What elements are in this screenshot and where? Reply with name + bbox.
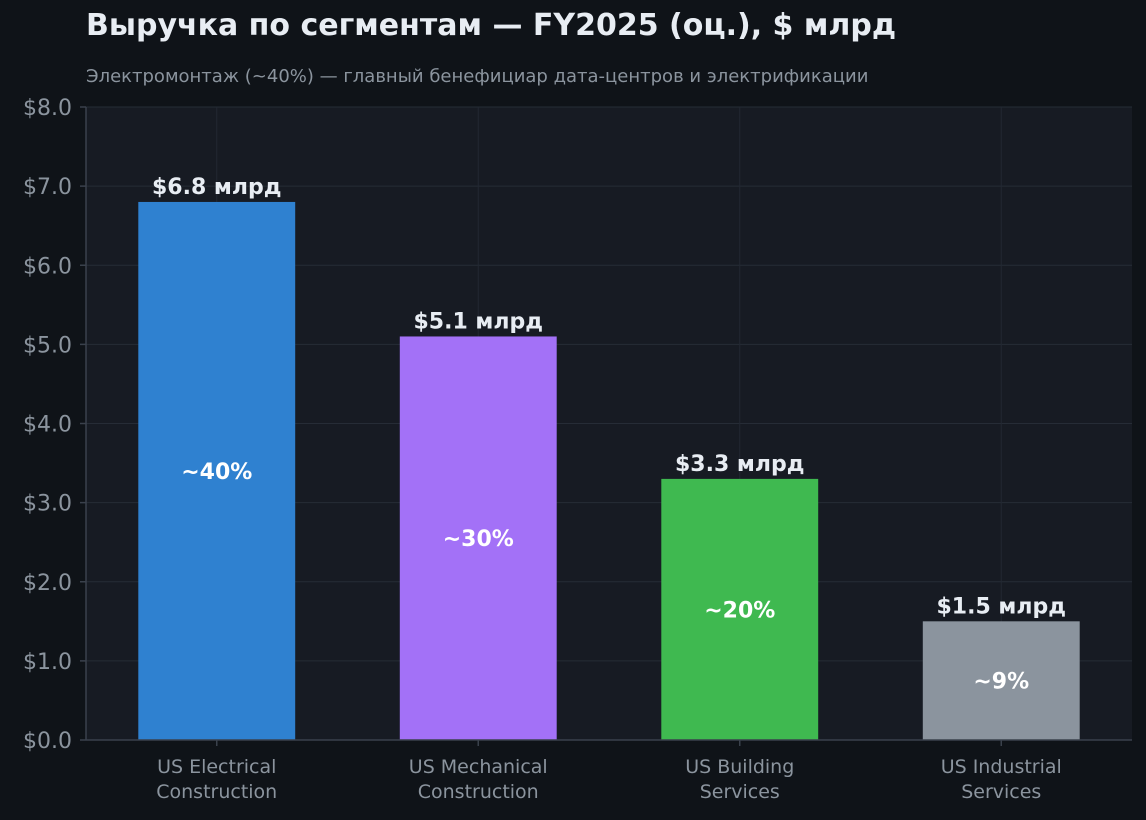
y-tick-label: $6.0	[23, 254, 72, 279]
bar-2	[399, 336, 557, 740]
x-category-label: US Electrical	[157, 756, 276, 778]
chart-title: Выручка по сегментам — FY2025 (оц.), $ м…	[86, 8, 897, 43]
bar-3	[661, 478, 819, 740]
x-category-label: US Industrial	[941, 756, 1062, 778]
bar-value-label: $5.1 млрд	[413, 309, 543, 334]
bar-share-label: ~40%	[181, 460, 252, 485]
bar-share-label: ~20%	[704, 598, 775, 623]
bars	[138, 201, 1080, 740]
bar-share-label: ~30%	[443, 527, 514, 552]
axes: $0.0 $1.0 $2.0 $3.0 $4.0 $5.0 $6.0 $7.0 $8.0 US E…	[23, 96, 1132, 803]
y-tick-label: $3.0	[23, 492, 72, 517]
y-tick-label: $0.0	[23, 729, 72, 754]
bar-value-label: $6.8 млрд	[152, 175, 282, 200]
bar-value-label: $1.5 млрд	[936, 594, 1066, 619]
labels: $6.8 млрд ~40% $5.1 млрд ~30% $3.3 млрд ~20% $…	[152, 175, 1066, 695]
y-tick-label: $4.0	[23, 413, 72, 438]
y-tick-label: $7.0	[23, 175, 72, 200]
x-category-label: Construction	[156, 781, 277, 803]
chart-subtitle: Электромонтаж (~40%) — главный бенефициа…	[86, 66, 869, 87]
x-category-label: US Building	[685, 756, 794, 778]
x-category-label: Construction	[418, 781, 539, 803]
bar-1	[138, 201, 296, 740]
y-tick-label: $1.0	[23, 650, 72, 675]
y-tick-label: $5.0	[23, 333, 72, 358]
bar-share-label: ~9%	[973, 670, 1029, 695]
x-category-label: Services	[961, 781, 1041, 803]
y-tick-label: $8.0	[23, 96, 72, 121]
bar-value-label: $3.3 млрд	[675, 452, 805, 477]
bar-4	[922, 621, 1080, 740]
y-tick-label: $2.0	[23, 571, 72, 596]
x-category-label: Services	[700, 781, 780, 803]
x-category-label: US Mechanical	[409, 756, 548, 778]
